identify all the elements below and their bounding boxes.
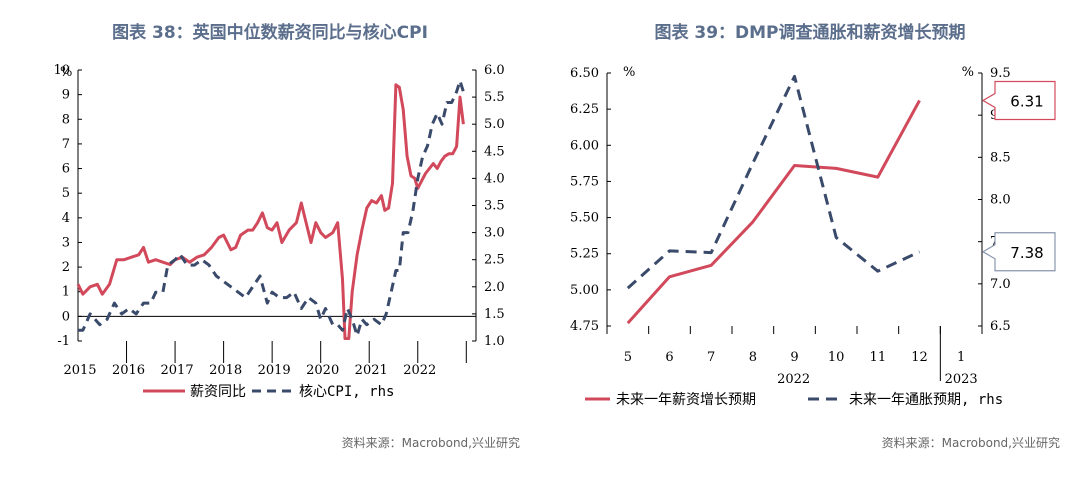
y-left-tick-label: 5	[62, 186, 70, 201]
x-tick-label: 11	[870, 350, 887, 365]
y-right-tick-label: 2.5	[484, 253, 505, 268]
x-tick-label: 12	[911, 350, 928, 365]
y-left-tick-label: 3	[62, 235, 70, 250]
x-tick-label: 2019	[258, 363, 291, 378]
legend-label-wage: 薪资同比	[190, 384, 246, 400]
y-right-tick-label: 2.0	[484, 280, 505, 295]
y-right-tick-label: 3.5	[484, 199, 505, 214]
chart-title: 图表 39：DMP调查通胀和薪资增长预期	[654, 23, 966, 43]
chart-panel-dmp-expectations: 图表 39：DMP调查通胀和薪资增长预期 6.50 6.25 6.00 5.75 5.5…	[540, 0, 1080, 479]
left-unit-label: %	[60, 65, 72, 80]
core-cpi-line	[78, 79, 465, 338]
x-tick-label: 2018	[209, 363, 242, 378]
year-group-label: 2023	[945, 372, 978, 387]
x-tick-label: 1	[957, 350, 965, 365]
wage-growth-line	[76, 83, 465, 340]
callout-box	[981, 80, 1056, 121]
x-tick-label: 2016	[112, 363, 145, 378]
y-right-tick-label: 4.0	[484, 171, 505, 186]
y-left-tick-label: 7	[62, 137, 70, 152]
callout-value-label: 6.31	[1010, 92, 1043, 110]
y-left-tick-label: 6.25	[570, 102, 599, 117]
x-tick-label: 2017	[161, 363, 194, 378]
y-left-tick-label: 6	[62, 162, 70, 177]
legend-label-inflation: 未来一年通胀预期, rhs	[849, 392, 1003, 408]
y-right-tick-label: 8.0	[990, 193, 1011, 208]
y-left-tick-label: 9	[62, 88, 70, 103]
y-right-tick-label: 6.5	[990, 319, 1011, 334]
x-tick-label: 8	[749, 350, 757, 365]
x-tick-label: 2020	[306, 363, 339, 378]
y-left-tick-label: -1	[57, 334, 70, 349]
x-tick-label: 9	[790, 350, 798, 365]
y-left-tick-label: 5.00	[570, 283, 599, 298]
y-right-tick-label: 6.0	[484, 63, 505, 78]
y-left-tick-label: 10	[53, 63, 70, 78]
y-left-tick-label: 6.00	[570, 138, 599, 153]
left-unit-label: %	[623, 65, 635, 80]
source-note: 资料来源：Macrobond,兴业研究	[881, 436, 1060, 450]
callout-box	[981, 232, 1056, 272]
y-right-tick-label: 1.5	[484, 307, 505, 322]
y-left-tick-label: 5.75	[570, 174, 599, 189]
y-right-tick-label: 5.5	[484, 90, 505, 105]
source-note: 资料来源：Macrobond,兴业研究	[341, 436, 520, 450]
y-left-tick-label: 0	[62, 309, 70, 324]
y-left-tick-label: 4.75	[570, 319, 599, 334]
legend-label-cpi: 核心CPI, rhs	[299, 384, 394, 400]
x-tick-label: 5	[624, 350, 632, 365]
chart-svg: 109876543210-16.05.55.04.54.03.53.02.52.…	[53, 63, 505, 400]
x-tick-label: 7	[707, 350, 715, 365]
y-right-tick-label: 7.0	[990, 277, 1011, 292]
y-right-tick-label: 8.5	[990, 150, 1011, 165]
legend-label-wage: 未来一年薪资增长预期	[616, 392, 756, 408]
y-right-tick-label: 4.5	[484, 144, 505, 159]
x-tick-label: 10	[828, 350, 845, 365]
y-right-tick-label: 9.5	[990, 66, 1011, 81]
right-unit-label: %	[962, 65, 974, 80]
inflation-expectation-line	[626, 74, 921, 290]
y-left-tick-label: 2	[62, 260, 70, 275]
y-left-tick-label: 4	[62, 211, 70, 226]
y-left-tick-label: 5.25	[570, 247, 599, 262]
y-left-tick-label: 1	[62, 285, 70, 300]
x-tick-label: 2015	[63, 363, 96, 378]
y-left-tick-label: 6.50	[570, 66, 599, 81]
x-tick-label: 6	[665, 350, 673, 365]
y-left-tick-label: 5.50	[570, 211, 599, 226]
y-right-tick-label: 1.0	[484, 334, 505, 349]
year-group-label: 2022	[777, 372, 810, 387]
x-tick-label: 2022	[403, 363, 436, 378]
x-tick-label: 2021	[355, 363, 388, 378]
y-right-tick-label: 3.0	[484, 226, 505, 241]
chart-svg: 6.506.256.005.755.505.255.004.759.59.08.…	[570, 65, 1056, 408]
chart-title: 图表 38：英国中位数薪资同比与核心CPI	[112, 23, 428, 43]
chart-panel-wage-cpi: 图表 38：英国中位数薪资同比与核心CPI 10 9 8 7 6 5 4 3 2 1 0 -1 6.0 5…	[53, 23, 520, 450]
callout-value-label: 7.38	[1010, 244, 1043, 262]
y-right-tick-label: 5.0	[484, 117, 505, 132]
y-left-tick-label: 8	[62, 112, 70, 127]
wage-expectation-line	[626, 99, 921, 325]
